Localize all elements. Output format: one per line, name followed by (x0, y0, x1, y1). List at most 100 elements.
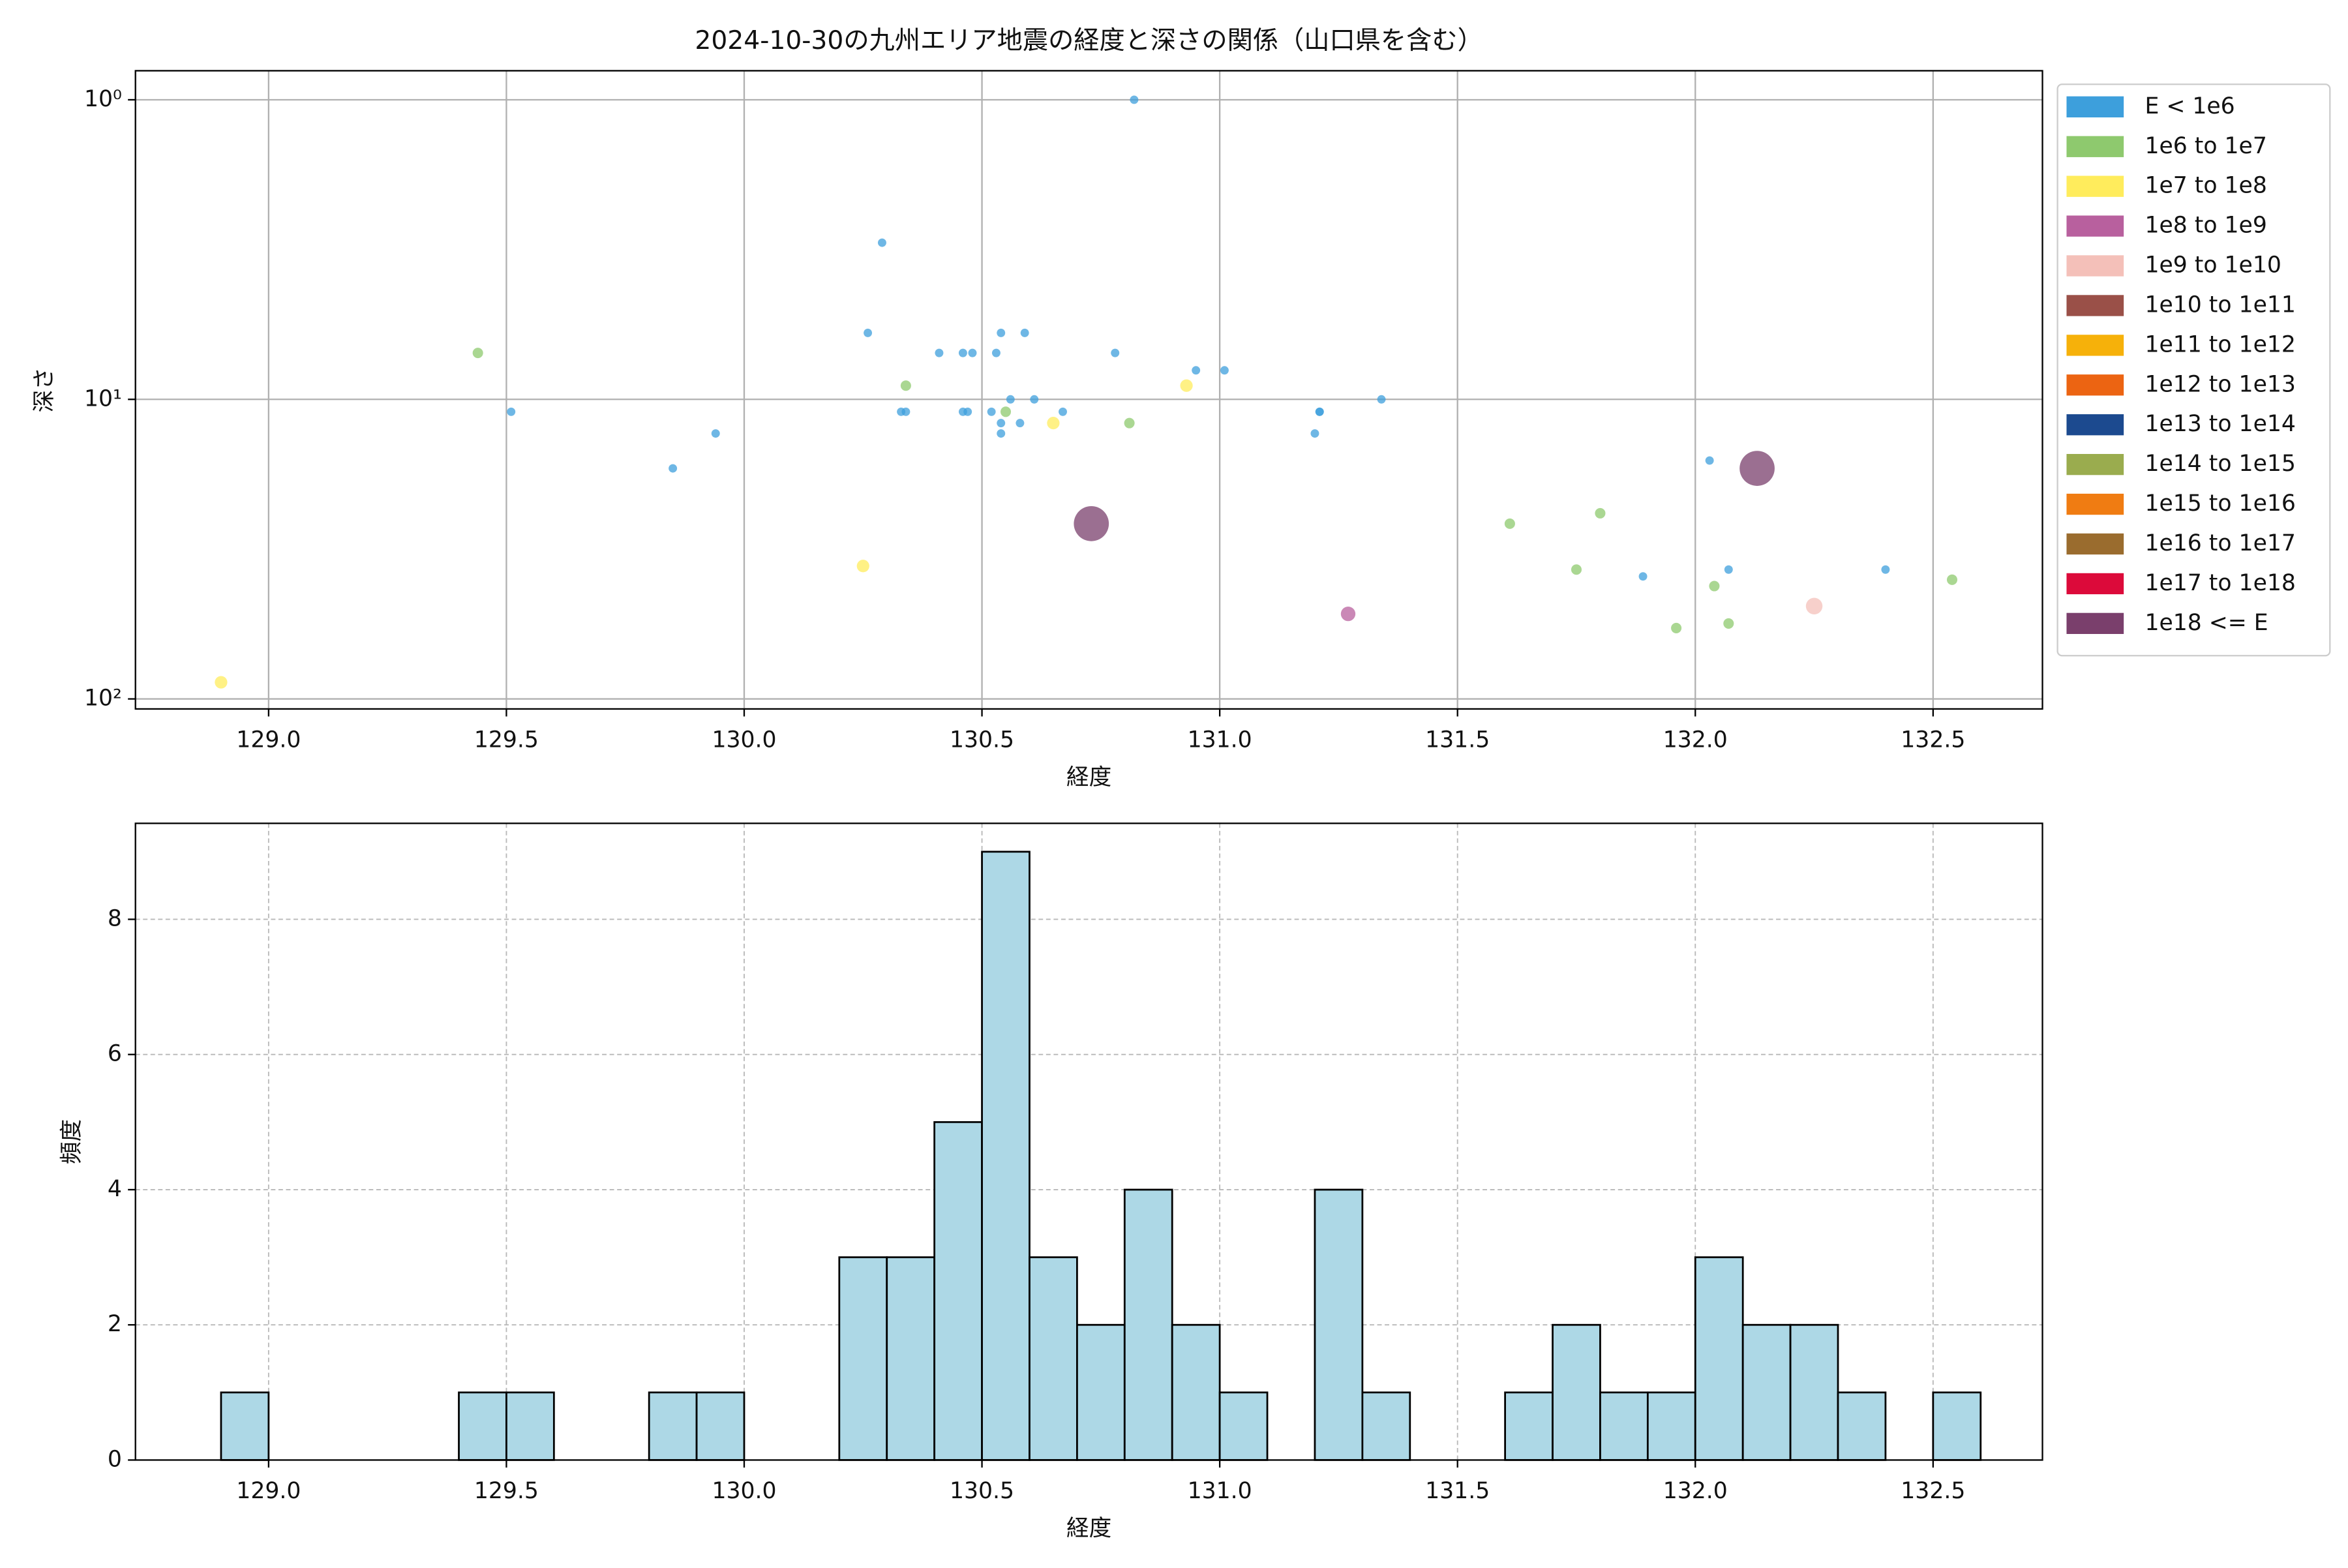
y-tick-label: 2 (108, 1311, 122, 1337)
bar (1171, 1323, 1221, 1461)
point (669, 464, 678, 473)
point (1124, 417, 1135, 429)
point (1504, 518, 1515, 529)
point (1074, 506, 1109, 541)
y-tick-label: 4 (108, 1176, 122, 1202)
bar (1741, 1323, 1792, 1461)
point (1724, 565, 1733, 574)
point (472, 348, 483, 359)
bar (886, 1256, 936, 1461)
bar (981, 851, 1031, 1461)
point (1595, 507, 1606, 519)
bar (1552, 1323, 1601, 1461)
x-axis-label: 経度 (1066, 1516, 1111, 1542)
point (856, 560, 869, 573)
legend-swatch (2066, 295, 2124, 316)
bar (838, 1256, 888, 1461)
legend-label: 1e8 to 1e9 (2145, 213, 2266, 239)
bar (1218, 1391, 1269, 1461)
legend-swatch (2066, 136, 2124, 157)
bar (1076, 1323, 1126, 1461)
y-tick-label: 6 (108, 1041, 122, 1067)
legend-label: 1e14 to 1e15 (2145, 451, 2295, 477)
x-tick-label: 132.5 (1901, 727, 1965, 753)
x-tick-label: 132.5 (1901, 1478, 1965, 1504)
x-tick-label: 131.0 (1188, 727, 1252, 753)
point (864, 328, 873, 337)
legend-swatch (2066, 374, 2124, 396)
point (1059, 407, 1067, 416)
x-tick-label: 130.5 (950, 727, 1014, 753)
point (1571, 564, 1582, 575)
legend-box (2056, 83, 2331, 657)
point (1723, 618, 1734, 629)
point (1047, 417, 1060, 430)
point (1192, 366, 1201, 375)
legend-swatch (2066, 215, 2124, 237)
point (901, 407, 911, 416)
legend-label: 1e12 to 1e13 (2145, 371, 2295, 397)
x-tick-label: 129.5 (474, 727, 539, 753)
bar (1361, 1391, 1411, 1461)
bar (1314, 1188, 1364, 1461)
point (968, 348, 977, 357)
x-tick-label: 129.0 (236, 1478, 301, 1504)
point (1180, 379, 1193, 392)
legend-label: 1e6 to 1e7 (2145, 133, 2266, 159)
legend-swatch (2066, 454, 2124, 475)
bar (458, 1391, 507, 1461)
y-tick-label: 10¹ (84, 385, 122, 412)
x-tick-label: 131.5 (1425, 727, 1490, 753)
legend-label: 1e17 to 1e18 (2145, 570, 2295, 596)
bar (1837, 1391, 1887, 1461)
point (1310, 429, 1319, 438)
y-tick-label: 8 (108, 905, 122, 931)
y-tick-label: 10⁰ (84, 86, 122, 112)
legend-swatch (2066, 96, 2124, 117)
x-tick-label: 132.0 (1663, 1478, 1728, 1504)
legend-swatch (2066, 335, 2124, 356)
bar (1789, 1323, 1839, 1461)
point (935, 348, 944, 357)
point (1006, 395, 1015, 404)
point (1111, 348, 1120, 357)
legend-label: 1e9 to 1e10 (2145, 252, 2281, 279)
point (1315, 407, 1324, 416)
legend-label: 1e16 to 1e17 (2145, 530, 2295, 556)
bar (505, 1391, 555, 1461)
plot-frame (134, 822, 2043, 1461)
point (1020, 328, 1029, 337)
point (1739, 451, 1775, 486)
point (987, 407, 996, 416)
point (997, 429, 1006, 438)
point (1030, 395, 1039, 404)
legend-label: 1e13 to 1e14 (2145, 411, 2295, 437)
point (1340, 606, 1356, 622)
point (1946, 574, 1958, 585)
y-tick-label: 0 (108, 1446, 122, 1472)
point (1220, 366, 1229, 375)
x-axis-label: 経度 (1066, 764, 1111, 791)
point (997, 419, 1006, 428)
legend-label: 1e10 to 1e11 (2145, 292, 2295, 318)
point (877, 238, 886, 247)
bar (648, 1391, 698, 1461)
point (997, 328, 1006, 337)
point (1016, 419, 1025, 428)
legend-label: 1e15 to 1e16 (2145, 490, 2295, 517)
legend-label: 1e7 to 1e8 (2145, 173, 2266, 199)
point (900, 380, 911, 391)
bar (1932, 1391, 1982, 1461)
point (711, 429, 720, 438)
legend-swatch (2066, 255, 2124, 277)
legend-swatch (2066, 533, 2124, 555)
point (991, 348, 1001, 357)
legend-swatch (2066, 414, 2124, 436)
x-tick-label: 131.0 (1188, 1478, 1252, 1504)
x-tick-label: 130.0 (712, 1478, 776, 1504)
point (1805, 597, 1823, 615)
point (1377, 395, 1386, 404)
chart-title: 2024-10-30の九州エリア地震の経度と深さの関係（山口県を含む） (695, 26, 1483, 55)
legend-label: 1e18 <= E (2145, 610, 2268, 636)
plot-frame (134, 70, 2043, 710)
